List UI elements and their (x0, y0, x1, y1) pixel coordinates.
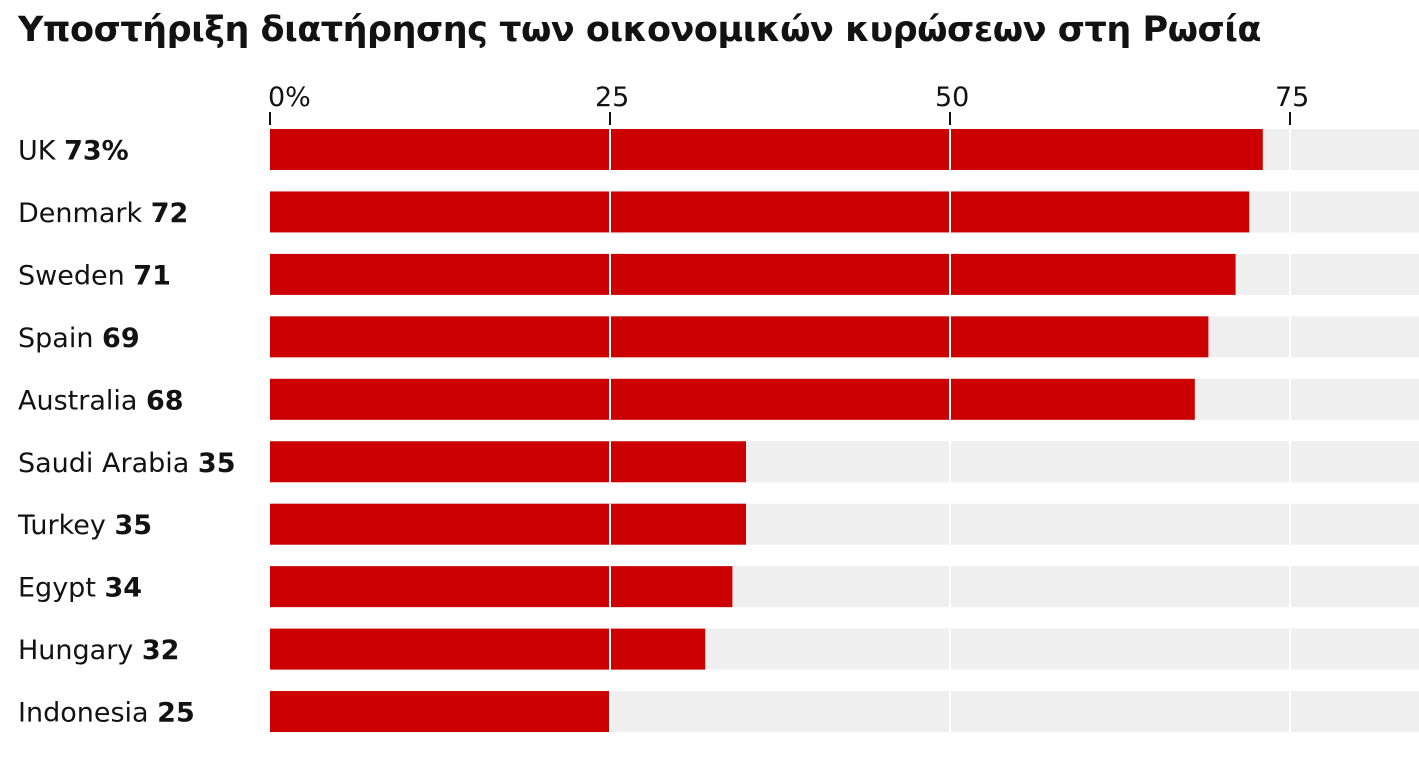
category-label: Denmark (18, 198, 151, 229)
bar-egypt (270, 566, 733, 608)
bar-spain (270, 316, 1209, 358)
value-label: 34 (104, 573, 142, 604)
bar-turkey (270, 503, 746, 545)
row-label: Sweden 71 (18, 260, 171, 291)
bar-uk (270, 129, 1263, 170)
row-label: Indonesia 25 (18, 698, 195, 729)
value-label: 35 (198, 448, 236, 479)
row-label: Spain 69 (18, 323, 140, 354)
row-label: Saudi Arabia 35 (18, 448, 235, 479)
category-label: Spain (18, 323, 102, 354)
row-label: Egypt 34 (18, 573, 142, 604)
row-label: Hungary 32 (18, 635, 179, 666)
value-label: 25 (157, 698, 195, 729)
value-label: 73% (64, 136, 129, 167)
category-label: UK (18, 136, 64, 167)
tick-label: 0% (268, 82, 311, 113)
bar-indonesia (270, 691, 610, 733)
value-label: 35 (114, 510, 152, 541)
row-label: Australia 68 (18, 385, 184, 416)
bar-sweden (270, 253, 1236, 295)
value-label: 71 (133, 260, 171, 291)
bar-australia (270, 378, 1195, 420)
bar-hungary (270, 628, 706, 670)
category-label: Sweden (18, 260, 133, 291)
category-label: Egypt (18, 573, 104, 604)
category-label: Indonesia (18, 698, 157, 729)
row-label: UK 73% (18, 136, 129, 167)
value-label: 72 (151, 198, 189, 229)
category-label: Australia (18, 385, 146, 416)
category-label: Turkey (17, 510, 114, 541)
tick-label: 50 (935, 82, 969, 113)
chart-title: Υποστήριξη διατήρησης των οικονομικών κυ… (18, 10, 1261, 50)
category-label: Saudi Arabia (18, 448, 198, 479)
value-label: 68 (146, 385, 184, 416)
row-label: Denmark 72 (18, 198, 188, 229)
row-label: Turkey 35 (17, 510, 152, 541)
value-label: 32 (142, 635, 180, 666)
tick-label: 25 (595, 82, 629, 113)
category-label: Hungary (18, 635, 142, 666)
bar-saudi-arabia (270, 441, 746, 483)
tick-label: 75 (1275, 82, 1309, 113)
bar-denmark (270, 191, 1250, 233)
value-label: 69 (102, 323, 140, 354)
